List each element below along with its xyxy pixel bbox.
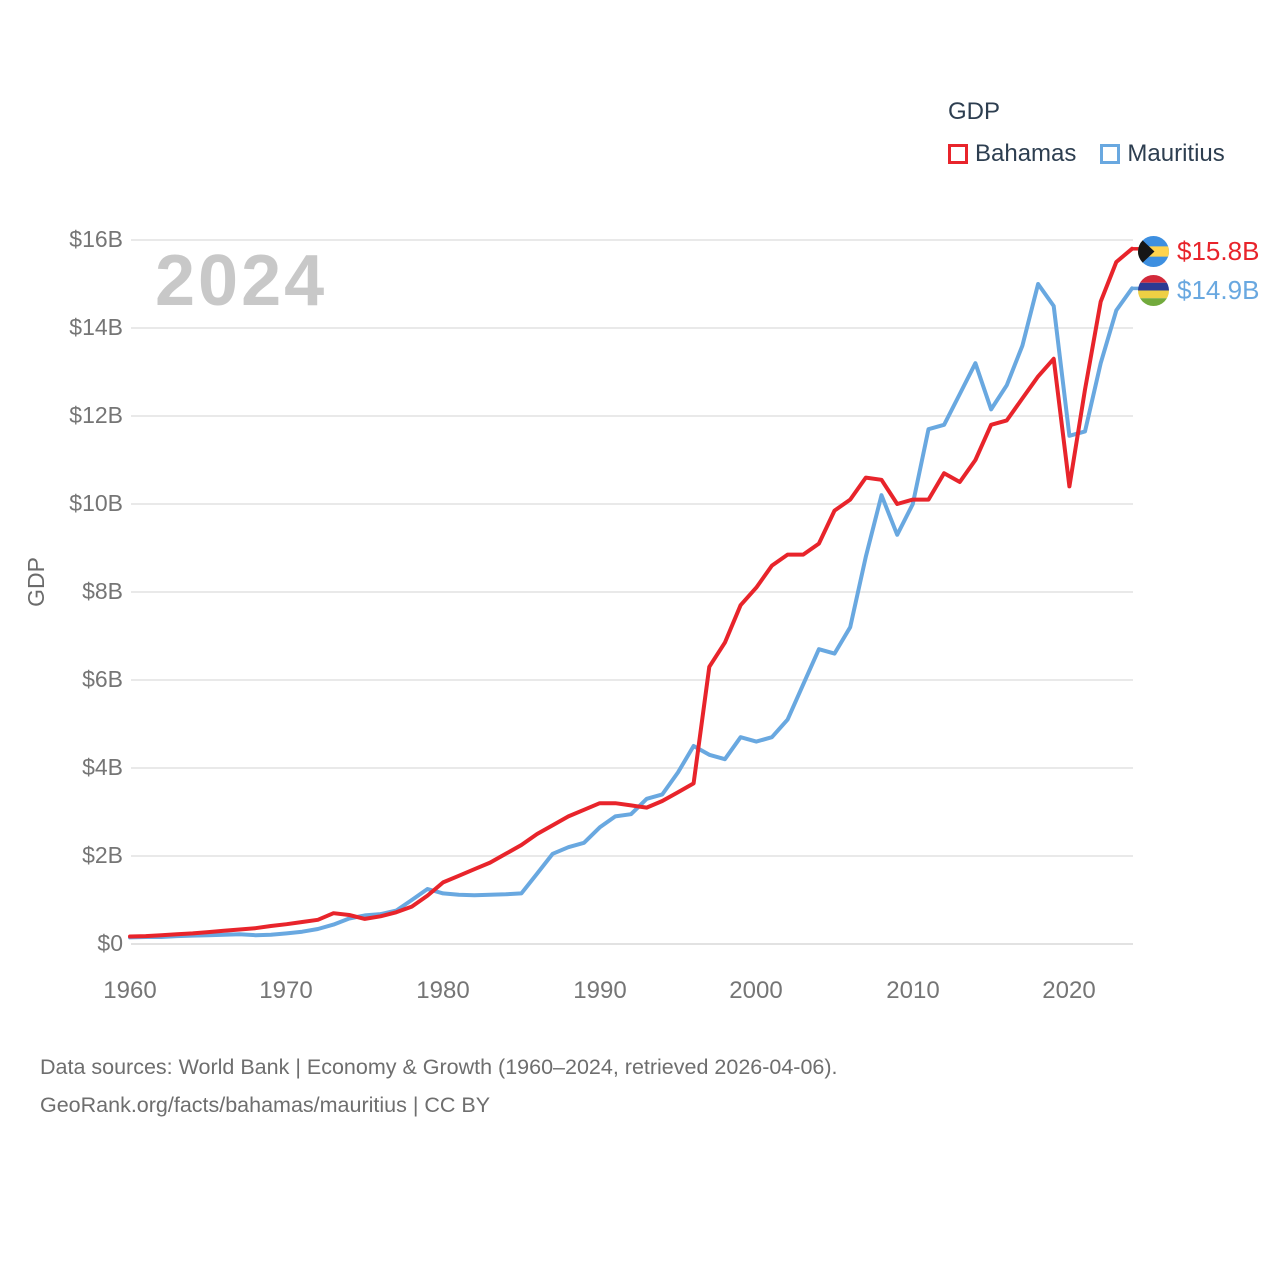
attribution-line: GeoRank.org/facts/bahamas/mauritius | CC… [40,1093,491,1117]
mauritius-end-value: $14.9B [1177,275,1260,305]
mauritius-line [128,282,1134,940]
y-tick-12b: $12B [69,402,123,428]
bahamas-flag-icon [1138,236,1169,267]
y-tick-14b: $14B [69,314,123,340]
bahamas-end-value: $15.8B [1177,236,1260,266]
y-tick-4b: $4B [82,754,123,780]
legend-rows: Bahamas Mauritius [948,140,1225,168]
x-tick-2010: 2010 [886,977,939,1004]
x-tick-2020: 2020 [1042,977,1095,1004]
footer: Data sources: World Bank | Economy & Gro… [40,1048,838,1124]
bahamas-line [128,246,1134,939]
y-tick-6b: $6B [82,666,123,692]
gdp-line-chart: 2024 $0 $2B $4B $6B $8B $10B $12B $14B $… [23,226,1140,1004]
mauritius-swatch-icon [1100,144,1121,164]
mauritius-flag-icon [1138,275,1169,306]
x-tick-1990: 1990 [573,977,626,1004]
x-tick-1960: 1960 [103,977,156,1004]
y-tick-2b: $2B [82,842,123,868]
y-tick-8b: $8B [82,578,123,604]
legend-title: GDP [948,98,1001,125]
watermark-year: 2024 [155,241,327,321]
legend: GDP Bahamas Mauritius [948,98,1225,168]
x-tick-1970: 1970 [259,977,312,1004]
legend-label-bahamas: Bahamas [975,140,1077,167]
y-tick-0: $0 [97,930,123,956]
bahamas-swatch-icon [948,144,968,164]
mauritius-end-label: $14.9B [1138,275,1259,306]
legend-item-bahamas[interactable]: Bahamas [948,140,1076,168]
bahamas-end-label: $15.8B [1138,236,1259,267]
x-tick-2000: 2000 [729,977,782,1004]
x-tick-1980: 1980 [416,977,469,1004]
y-axis-title: GDP [23,557,49,607]
y-tick-16b: $16B [69,226,123,252]
y-tick-10b: $10B [69,490,123,516]
legend-item-mauritius[interactable]: Mauritius [1100,140,1225,168]
legend-label-mauritius: Mauritius [1127,140,1225,167]
data-sources-line: Data sources: World Bank | Economy & Gro… [40,1055,838,1079]
